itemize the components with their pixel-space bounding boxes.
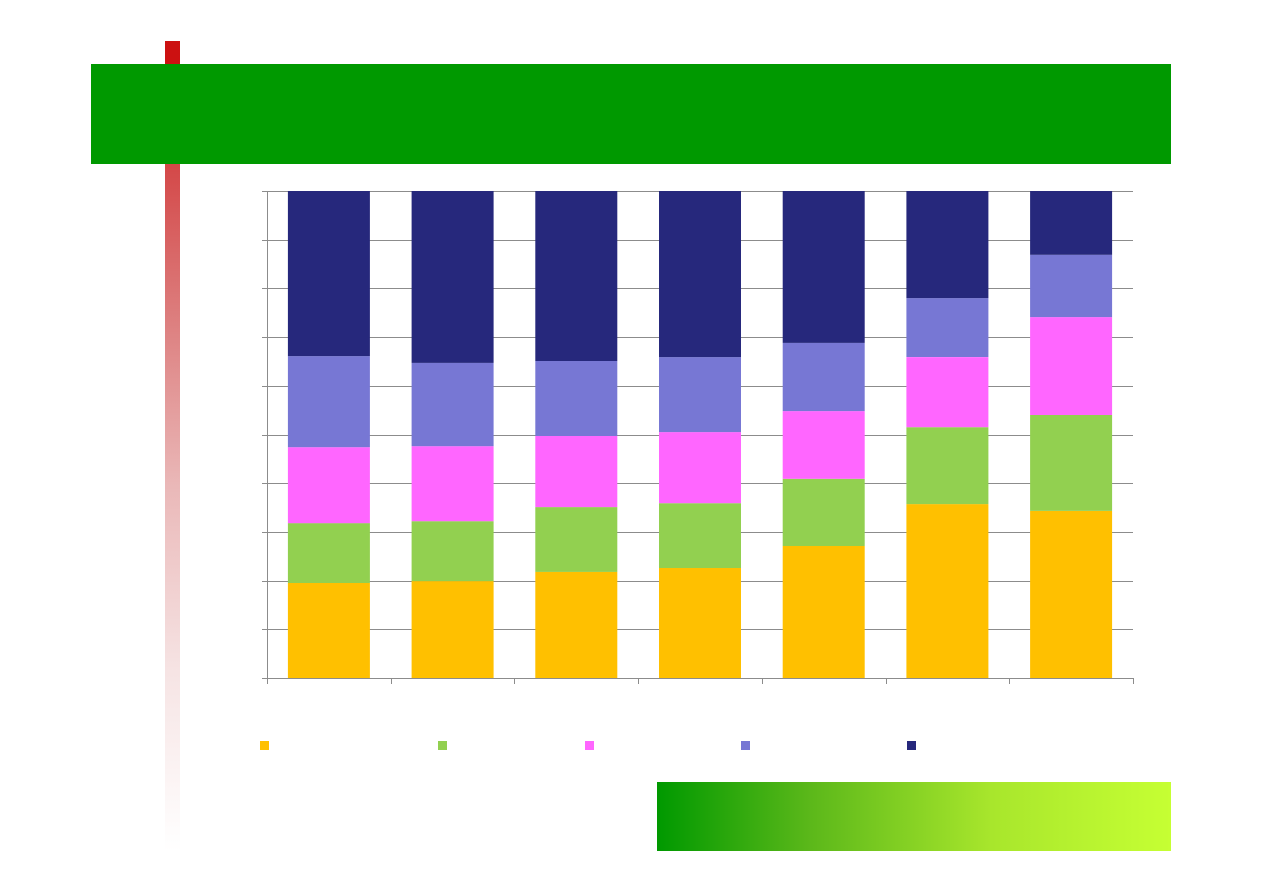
legend-marker-series3: [585, 741, 594, 750]
bar-segment-series4-cat1: [287, 356, 370, 448]
bar-segment-series2-cat4: [659, 503, 741, 568]
bar-segment-series1-cat3: [535, 571, 618, 678]
bar-segment-series2-cat2: [411, 521, 494, 582]
bar-segment-series4-cat2: [411, 362, 494, 447]
axes: [262, 191, 1134, 684]
bar-segment-series3-cat3: [535, 436, 618, 508]
bar-segment-series3-cat7: [1030, 317, 1113, 415]
legend-marker-series5: [907, 741, 916, 750]
bar-segment-series4-cat6: [906, 298, 989, 357]
red-accent-rule: [165, 41, 180, 851]
bar-segment-series5-cat1: [287, 191, 370, 357]
bar-segment-series4-cat5: [782, 342, 865, 412]
bar-segment-series3-cat1: [287, 447, 370, 524]
bar-segment-series2-cat7: [1030, 415, 1113, 511]
bar-segment-series1-cat7: [1030, 511, 1113, 678]
bar-segment-series2-cat5: [782, 478, 865, 546]
bar-segment-series5-cat2: [411, 191, 494, 363]
legend-marker-series4: [741, 741, 750, 750]
bar-segment-series4-cat7: [1030, 254, 1113, 318]
bar-segment-series2-cat3: [535, 507, 618, 572]
bar-segment-series1-cat4: [659, 567, 741, 678]
bar-segment-series5-cat3: [535, 191, 618, 361]
bar-segment-series1-cat5: [782, 546, 865, 678]
bar-segment-series5-cat6: [906, 191, 989, 299]
bar-segment-series2-cat6: [906, 427, 989, 505]
bar-segment-series3-cat2: [411, 446, 494, 522]
bar-segment-series4-cat3: [535, 361, 618, 436]
bar-segment-series1-cat2: [411, 581, 494, 678]
bar-segment-series3-cat6: [906, 357, 989, 428]
bar-segment-series5-cat4: [659, 191, 741, 358]
header-band: [91, 64, 1171, 164]
bar-segment-series2-cat1: [287, 523, 370, 583]
footer-gradient-band: [657, 782, 1171, 851]
bar-segment-series3-cat5: [782, 411, 865, 479]
bar-segment-series5-cat7: [1030, 191, 1113, 255]
bar-segment-series5-cat5: [782, 191, 865, 343]
bars: [287, 191, 1113, 678]
legend: [260, 741, 916, 750]
legend-marker-series2: [438, 741, 447, 750]
bar-segment-series1-cat6: [906, 504, 989, 678]
bar-segment-series1-cat1: [287, 583, 370, 678]
bar-segment-series3-cat4: [659, 432, 741, 504]
legend-marker-series1: [260, 741, 269, 750]
bar-segment-series4-cat4: [659, 357, 741, 433]
